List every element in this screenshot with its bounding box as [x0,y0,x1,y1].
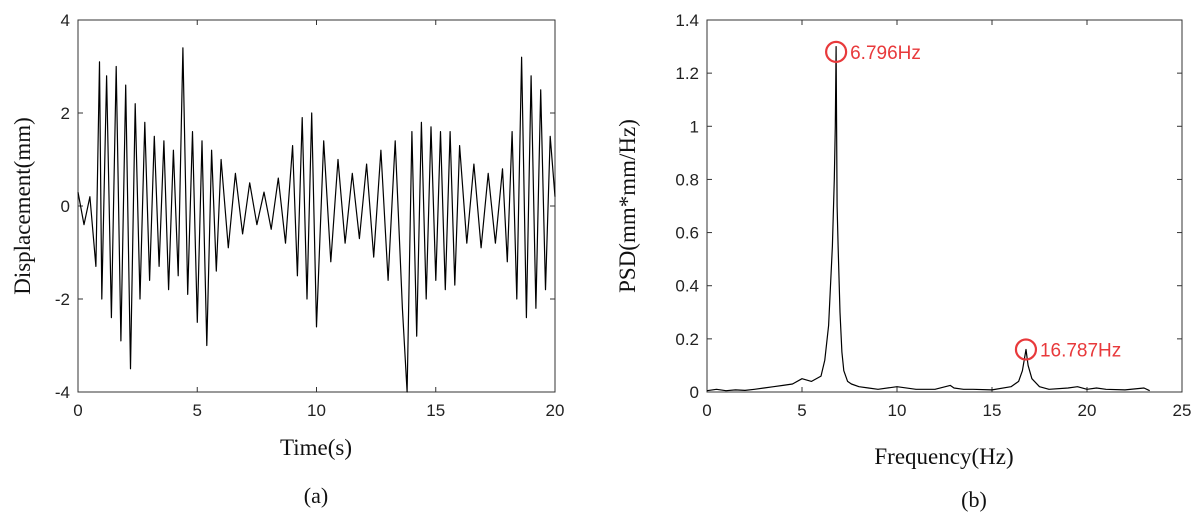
x-tick-label: 0 [73,401,82,420]
panel-caption: (b) [961,487,987,512]
series [77,47,556,393]
x-tick-label: 10 [888,401,907,420]
x-tick-label: 15 [983,401,1002,420]
peak-label: 6.796Hz [850,43,921,64]
y-tick-label: 1.2 [675,64,699,83]
axis-ticks [706,19,1183,393]
displacement-chart: 0 5 10 15 20 -4 -2 0 2 4 Time(s) Displacement(mm)… [10,11,564,508]
peak-marker-circle [825,40,848,63]
tick-labels: 0 5 10 15 20 25 0 0.2 0.4 0.6 0.8 1 1.2 1.4 [675,11,1191,420]
x-tick-label: 20 [546,401,565,420]
y-tick-label: 0 [690,383,699,402]
tick-labels: 0 5 10 15 20 -4 -2 0 2 4 [55,11,565,420]
y-tick-label: 0.2 [675,330,699,349]
series-line [706,45,1150,392]
y-tick-label: 4 [61,11,70,30]
peak-label: 16.787Hz [1040,340,1121,361]
x-tick-label: 5 [193,401,202,420]
y-tick-label: 0.6 [675,224,699,243]
psd-chart: 0 5 10 15 20 25 0 0.2 0.4 0.6 0.8 1 1.2 1.4 6.796Hz 16… [615,11,1191,512]
y-tick-label: 2 [61,104,70,123]
y-tick-label: -2 [55,290,70,309]
y-axis-label: PSD(mm*mm/Hz) [615,119,640,293]
x-tick-label: 10 [307,401,326,420]
series-line [77,47,556,393]
x-axis-label: Time(s) [280,435,352,460]
series [706,45,1150,392]
y-tick-label: 0.8 [675,170,699,189]
plot-frame [77,19,556,393]
peak-marker-circle [1014,338,1038,361]
peak-annotations: 6.796Hz 16.787Hz [825,40,1121,361]
y-axis-label: Displacement(mm) [10,117,35,295]
x-tick-label: 25 [1173,401,1192,420]
y-tick-label: 0 [61,197,70,216]
panel-caption: (a) [304,483,328,508]
x-tick-label: 0 [702,401,711,420]
y-tick-label: 0.4 [675,277,699,296]
axis-ticks [77,19,556,393]
x-tick-label: 15 [426,401,445,420]
plot-frame [706,19,1183,393]
y-tick-label: 1 [690,117,699,136]
x-axis-label: Frequency(Hz) [874,444,1013,469]
x-tick-label: 5 [797,401,806,420]
x-tick-label: 20 [1078,401,1097,420]
y-tick-label: -4 [55,383,70,402]
y-tick-label: 1.4 [675,11,699,30]
